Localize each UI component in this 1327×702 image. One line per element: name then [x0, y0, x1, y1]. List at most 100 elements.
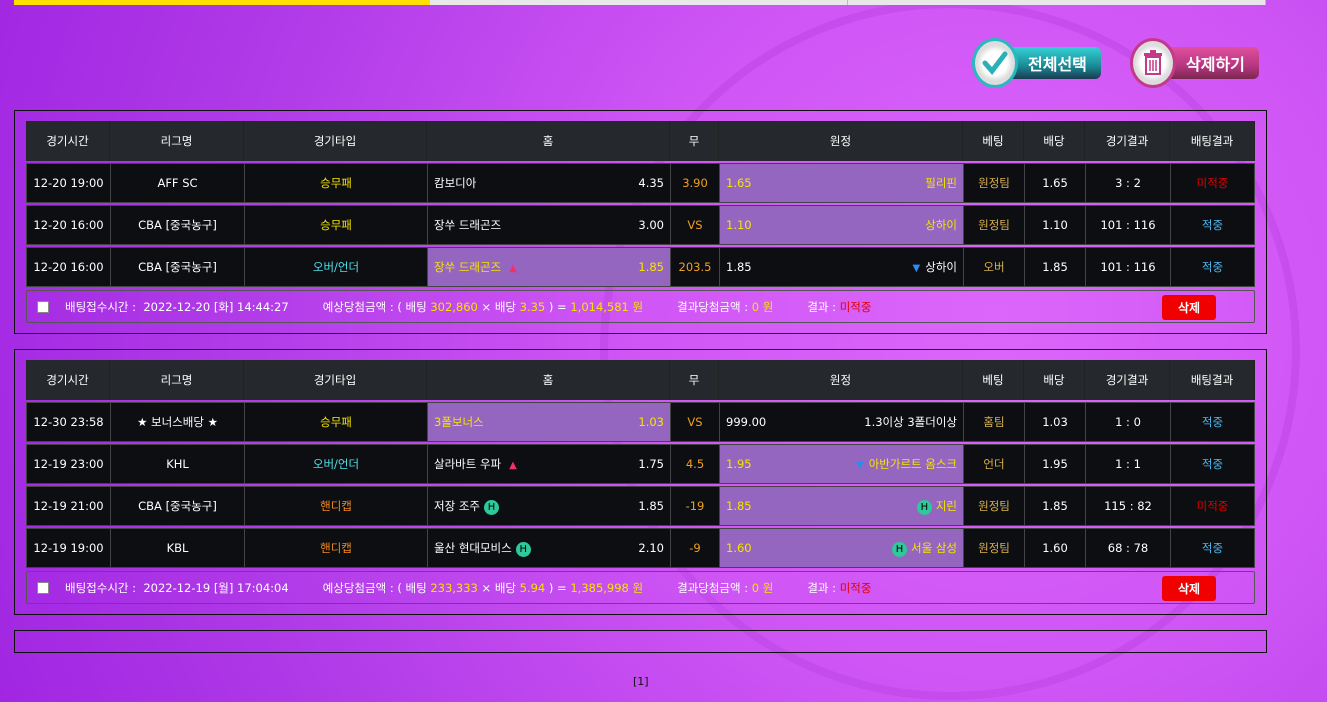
column-header: 무 — [670, 121, 719, 161]
away-odds: 1.85 — [726, 260, 752, 274]
expected-label: 예상당첨금액 : ( 배팅 — [322, 580, 427, 595]
away-team: 아반가르트 옴스크 — [868, 457, 957, 471]
home-cell[interactable]: 3폴보너스 1.03 — [427, 402, 670, 442]
bet-odds: 1.10 — [1024, 205, 1085, 245]
league-name: CBA [중국농구] — [110, 247, 244, 287]
bet-result: 미적중 — [1170, 486, 1255, 526]
bet-slip: 경기시간 리그명 경기타입 홈 무 원정 베팅 배당 경기결과 배팅결과 12-30 23:58 … — [14, 349, 1267, 615]
match-score: 68 : 78 — [1085, 528, 1170, 568]
check-icon — [972, 38, 1018, 88]
stake: 302,860 — [430, 299, 478, 314]
away-team: 상하이 — [925, 260, 957, 274]
stake: 233,333 — [430, 580, 478, 595]
home-team: 장쑤 드래곤즈 — [434, 218, 502, 232]
home-odds: 4.35 — [638, 176, 664, 190]
draw-cell[interactable]: 4.5 — [670, 444, 719, 484]
draw-cell[interactable]: VS — [670, 402, 719, 442]
bet-slip: 경기시간 리그명 경기타입 홈 무 원정 베팅 배당 경기결과 배팅결과 12-20 19:00 … — [14, 110, 1267, 334]
tab[interactable] — [848, 0, 1266, 5]
away-odds: 1.10 — [726, 218, 752, 232]
table-row: 12-19 23:00 KHL 오버/언더 살라바트 우파 ▲ 1.75 4.5 1… — [26, 444, 1255, 484]
bet-result: 적중 — [1170, 205, 1255, 245]
bet-pick: 원정팀 — [963, 205, 1024, 245]
bet-result: 미적중 — [1170, 163, 1255, 203]
bet-slip-table: 경기시간 리그명 경기타입 홈 무 원정 베팅 배당 경기결과 배팅결과 12-30 23:58 … — [26, 358, 1255, 570]
away-cell[interactable]: 999.00 1.3이상 3폴더이상 — [719, 402, 963, 442]
match-time: 12-30 23:58 — [26, 402, 110, 442]
away-cell[interactable]: 1.85 H 지린 — [719, 486, 963, 526]
slip-checkbox[interactable] — [37, 581, 49, 594]
away-team: 상하이 — [925, 218, 957, 232]
home-team: 3폴보너스 — [434, 415, 484, 429]
triangle-up-icon: ▲ — [509, 460, 517, 471]
bet-result: 적중 — [1170, 444, 1255, 484]
away-cell[interactable]: 1.65 필리핀 — [719, 163, 963, 203]
home-cell[interactable]: 장쑤 드래곤즈 ▲ 1.85 — [427, 247, 670, 287]
handicap-badge-icon: H — [483, 499, 499, 515]
total-odds: 3.35 — [519, 299, 546, 314]
pagination-page-1[interactable]: [1] — [633, 675, 649, 688]
game-type: 승무패 — [244, 205, 427, 245]
bet-result: 적중 — [1170, 402, 1255, 442]
delete-slip-button[interactable]: 삭제 — [1162, 576, 1216, 601]
table-row: 12-30 23:58 ★ 보너스배당 ★ 승무패 3폴보너스 1.03 VS 9… — [26, 402, 1255, 442]
draw-cell[interactable]: -19 — [670, 486, 719, 526]
column-header: 경기시간 — [26, 360, 110, 400]
away-cell[interactable]: 1.60 H 서울 삼성 — [719, 528, 963, 568]
away-odds: 1.65 — [726, 176, 752, 190]
expected-payout: 1,014,581 원 — [570, 299, 644, 314]
away-cell[interactable]: 1.95 ▼ 아반가르트 옴스크 — [719, 444, 963, 484]
select-all-button[interactable]: 전체선택 — [972, 38, 1101, 88]
table-row: 12-20 16:00 CBA [중국농구] 승무패 장쑤 드래곤즈 3.00 V… — [26, 205, 1255, 245]
top-tab-bar — [14, 0, 1266, 5]
bet-pick: 원정팀 — [963, 163, 1024, 203]
triangle-up-icon: ▲ — [509, 263, 517, 274]
delete-selected-label: 삭제하기 — [1164, 47, 1259, 79]
empty-slip-box — [14, 630, 1267, 653]
times-odds-label: × 배당 — [481, 299, 516, 314]
match-time: 12-20 19:00 — [26, 163, 110, 203]
away-cell[interactable]: 1.10 상하이 — [719, 205, 963, 245]
home-cell[interactable]: 캄보디아 4.35 — [427, 163, 670, 203]
home-team: 저장 조주 — [434, 498, 480, 513]
times-odds-label: × 배당 — [481, 580, 516, 595]
league-name: KBL — [110, 528, 244, 568]
slip-checkbox[interactable] — [37, 300, 49, 313]
bet-odds: 1.65 — [1024, 163, 1085, 203]
away-team: 필리핀 — [925, 176, 957, 190]
bet-odds: 1.85 — [1024, 247, 1085, 287]
table-row: 12-19 21:00 CBA [중국농구] 핸디캡 저장 조주 H 1.85 -1… — [26, 486, 1255, 526]
draw-cell[interactable]: -9 — [670, 528, 719, 568]
handicap-badge-icon: H — [892, 541, 908, 557]
home-cell[interactable]: 울산 현대모비스 H 2.10 — [427, 528, 670, 568]
draw-cell[interactable]: 3.90 — [670, 163, 719, 203]
league-name: AFF SC — [110, 163, 244, 203]
game-type: 핸디캡 — [244, 486, 427, 526]
slip-result: 미적중 — [839, 299, 872, 314]
draw-cell[interactable]: VS — [670, 205, 719, 245]
home-cell[interactable]: 장쑤 드래곤즈 3.00 — [427, 205, 670, 245]
match-score: 1 : 0 — [1085, 402, 1170, 442]
game-type: 핸디캡 — [244, 528, 427, 568]
match-score: 1 : 1 — [1085, 444, 1170, 484]
table-row: 12-20 19:00 AFF SC 승무패 캄보디아 4.35 3.90 1.6… — [26, 163, 1255, 203]
home-cell[interactable]: 살라바트 우파 ▲ 1.75 — [427, 444, 670, 484]
delete-selected-button[interactable]: 삭제하기 — [1130, 38, 1259, 88]
delete-slip-button[interactable]: 삭제 — [1162, 295, 1216, 320]
league-name: ★ 보너스배당 ★ — [110, 402, 244, 442]
bet-result: 적중 — [1170, 247, 1255, 287]
bet-time-label: 배팅접수시간 : — [65, 580, 137, 595]
tab[interactable] — [430, 0, 848, 5]
bet-slip-footer: 배팅접수시간 : 2022-12-19 [월] 17:04:04 예상당첨금액 … — [26, 571, 1255, 604]
bet-result: 적중 — [1170, 528, 1255, 568]
home-odds: 1.03 — [638, 415, 664, 429]
tab-active[interactable] — [14, 0, 430, 5]
table-header-row: 경기시간 리그명 경기타입 홈 무 원정 베팅 배당 경기결과 배팅결과 — [26, 121, 1255, 161]
away-team: 서울 삼성 — [911, 540, 957, 555]
match-time: 12-19 23:00 — [26, 444, 110, 484]
draw-cell[interactable]: 203.5 — [670, 247, 719, 287]
equals-label: ) = — [548, 299, 567, 314]
column-header: 리그명 — [110, 360, 244, 400]
home-cell[interactable]: 저장 조주 H 1.85 — [427, 486, 670, 526]
away-cell[interactable]: 1.85 ▼ 상하이 — [719, 247, 963, 287]
